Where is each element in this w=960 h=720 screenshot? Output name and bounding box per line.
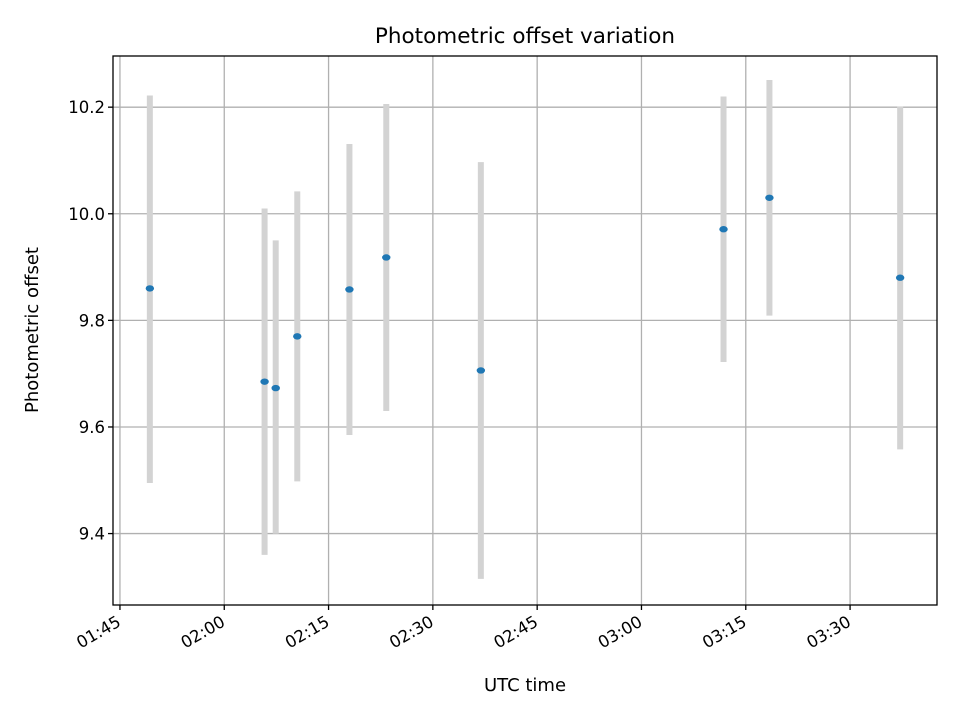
data-point	[260, 378, 269, 385]
y-tick-label: 9.4	[79, 525, 105, 544]
y-axis-label: Photometric offset	[22, 247, 43, 413]
data-point	[145, 285, 155, 292]
data-point	[345, 286, 354, 293]
grid	[113, 56, 937, 605]
data-point	[271, 384, 280, 392]
data-point	[895, 274, 905, 281]
data-point	[719, 226, 728, 233]
y-tick-label: 9.6	[79, 418, 105, 437]
data-point	[382, 254, 391, 261]
data-point	[765, 194, 774, 201]
plot-frame	[112, 55, 938, 606]
y-tick-label: 10.2	[68, 98, 105, 117]
data-point	[476, 367, 486, 374]
data-point	[293, 333, 302, 340]
data-points	[145, 194, 905, 392]
chart-title: Photometric offset variation	[375, 24, 675, 49]
y-tick-label: 9.8	[79, 311, 105, 330]
y-axis: 9.4 9.6 9.8 10.0 10.2	[68, 98, 113, 544]
x-axis-label: UTC time	[484, 675, 566, 696]
y-tick-label: 10.0	[68, 205, 105, 224]
